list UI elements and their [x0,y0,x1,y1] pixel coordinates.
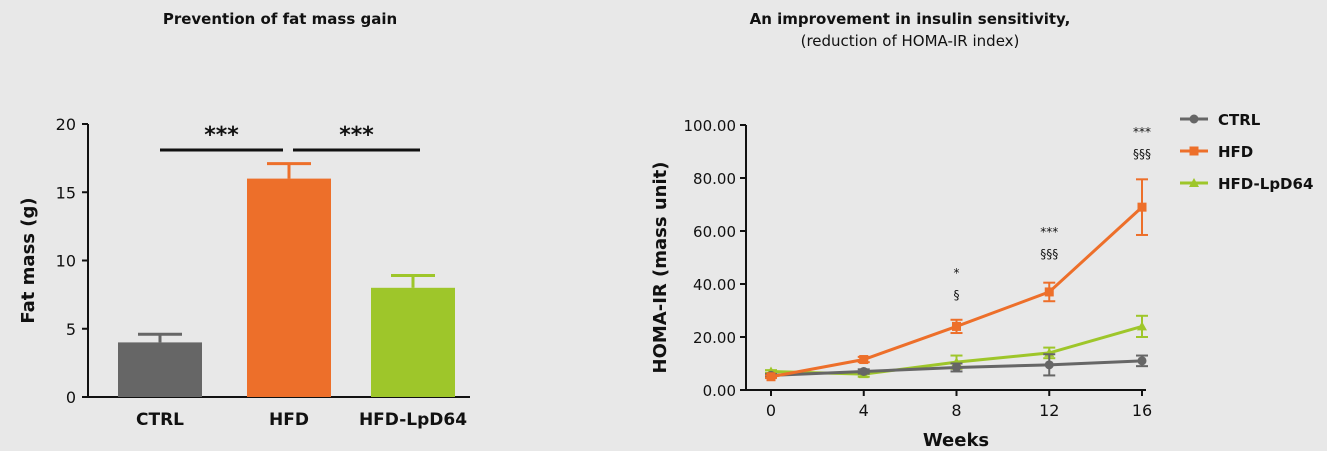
legend-label: HFD [1218,143,1253,161]
annotation-star: * [954,266,960,280]
line-chart-title: An improvement in insulin sensitivity, [749,10,1071,28]
x-tick-label: 0 [766,401,776,420]
annotation-section: §§§ [1040,247,1058,261]
data-point [1137,356,1147,366]
x-tick-label: HFD-LpD64 [359,410,467,430]
y-tick-label: 40.00 [693,276,736,294]
bar-chart-title: Prevention of fat mass gain [162,10,398,28]
legend-marker [1189,178,1199,187]
data-point [766,372,776,382]
data-point [952,362,961,372]
legend-item-ctrl: CTRL [1180,111,1261,129]
y-tick-label: 10 [56,252,76,271]
data-point [952,321,961,331]
y-tick-label: 20.00 [693,329,736,347]
y-axis-label: HOMA-IR (mass unit) [650,162,671,374]
annotation-section: §§§ [1133,147,1151,161]
annotation-section: § [954,288,960,302]
y-tick-label: 100.00 [684,117,737,135]
annotation-star: *** [1040,225,1058,239]
y-tick-label: 5 [66,320,76,339]
bar-chart: 0 5 10 15 20 Fat mass (g) CTRL HFD HFD-LpD64 *** *… [18,115,470,430]
y-tick-label: 15 [56,183,76,202]
x-tick-label: 12 [1039,401,1059,420]
data-point [1044,360,1054,370]
y-tick-label: 0.00 [703,382,736,400]
data-point [859,366,869,376]
legend-marker [1189,114,1199,124]
y-tick-label: 80.00 [693,170,736,188]
legend-label: CTRL [1218,111,1261,129]
y-axis-label: Fat mass (g) [18,197,39,323]
legend-item-hfd: HFD [1180,143,1253,161]
legend-label: HFD-LpD64 [1218,175,1313,193]
series-hfd [765,178,1148,382]
y-tick-label: 60.00 [693,223,736,241]
bar-hfd-lpd64 [371,287,455,397]
legend-item-hfd-lpd64: HFD-LpD64 [1180,175,1313,193]
y-tick-label: 20 [56,115,76,134]
x-tick-label: 4 [859,401,869,420]
line-chart-subtitle: (reduction of HOMA-IR index) [800,32,1020,50]
x-tick-label: HFD [269,410,309,430]
bar-ctrl [118,342,202,397]
data-point [859,355,869,365]
y-tick-label: 0 [66,388,76,407]
bar-hfd [247,178,331,397]
significance-label: *** [339,123,374,148]
x-tick-label: 16 [1132,401,1152,420]
annotation-star: *** [1133,125,1151,139]
x-tick-label: CTRL [136,410,184,430]
x-tick-label: 8 [951,401,961,420]
data-point [1044,287,1054,297]
data-point [1137,202,1147,212]
significance-label: *** [204,123,239,148]
x-axis-label: Weeks [923,430,989,451]
data-point [1137,321,1147,331]
legend-marker [1189,146,1199,156]
